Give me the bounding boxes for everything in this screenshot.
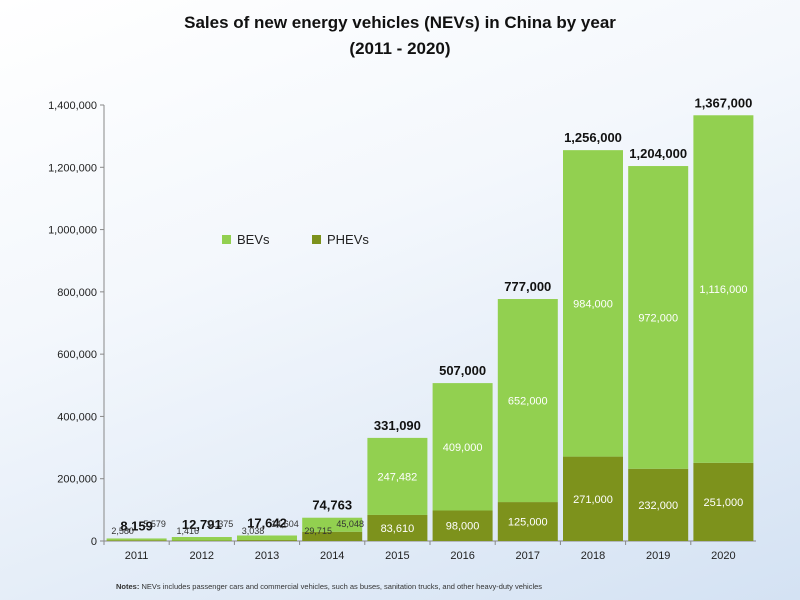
bev-value-label: 247,482 [378,471,418,483]
bar-phev [237,540,297,541]
phev-value-label: 125,000 [508,517,548,529]
total-label: 1,204,000 [629,146,687,161]
chart-title-line2: (2011 - 2020) [349,39,451,58]
y-tick-label: 800,000 [57,287,97,299]
y-tick-label: 1,000,000 [48,225,97,237]
notes-label: Notes: [116,582,140,591]
x-tick-label: 2020 [711,550,735,562]
bev-value-label: 1,116,000 [699,284,747,296]
bar-phev [693,462,754,541]
phev-value-label: 98,000 [446,521,480,533]
y-tick-label: 600,000 [57,349,97,361]
bev-value-label: 972,000 [638,312,678,324]
bar-phev [497,502,558,541]
x-tick-label: 2014 [320,550,344,562]
phev-value-label: 83,610 [381,523,415,535]
legend-swatch-phevs [312,235,321,244]
bar-phev [628,468,689,541]
total-label: 17,642 [247,516,287,531]
phev-value-label: 271,000 [573,494,613,506]
x-tick-label: 2016 [450,550,474,562]
total-label: 1,256,000 [564,130,622,145]
phev-value-label: 232,000 [638,500,678,512]
bar-phev [432,510,493,541]
bar-bev [302,517,363,532]
x-tick-label: 2011 [125,550,149,562]
bar-bev [106,538,167,541]
chart-title-line1: Sales of new energy vehicles (NEVs) in C… [184,13,616,32]
legend-swatch-bevs [222,235,231,244]
bev-value-label: 652,000 [508,396,548,408]
y-tick-label: 1,200,000 [48,162,97,174]
bev-value-label: 11,375 [206,519,233,529]
phev-value-label: 251,000 [704,497,744,509]
x-tick-label: 2017 [516,550,540,562]
legend-item-bevs: BEVs [222,232,270,247]
phev-value-label: 2,580 [111,526,134,536]
bar-bev [432,383,493,511]
bar-phev [106,540,167,541]
x-tick-label: 2012 [190,550,214,562]
bar-bev [693,115,754,463]
x-tick-label: 2018 [581,550,605,562]
notes-text: NEVs includes passenger cars and commerc… [141,582,543,591]
total-label: 777,000 [504,279,551,294]
legend-item-phevs: PHEVs [312,232,369,247]
total-label: 8,159 [120,518,153,533]
bar-bev [497,299,558,503]
total-label: 507,000 [439,363,486,378]
bev-value-label: 45,048 [336,519,364,529]
bev-value-label: 984,000 [573,298,613,310]
phev-value-label: 1,416 [177,526,200,536]
legend-label-bevs: BEVs [237,232,270,247]
y-tick-label: 400,000 [57,411,97,423]
y-tick-label: 0 [91,536,97,548]
y-tick-label: 1,400,000 [48,100,97,112]
bev-value-label: 14,604 [271,519,299,529]
chart-title: Sales of new energy vehicles (NEVs) in C… [0,10,800,62]
total-label: 12,791 [182,517,222,532]
total-label: 1,367,000 [694,95,752,110]
bar-phev [302,531,363,541]
phev-value-label: 29,715 [304,526,332,536]
total-label: 74,763 [312,498,352,513]
bev-value-label: 409,000 [443,442,483,454]
legend-label-phevs: PHEVs [327,232,369,247]
x-tick-label: 2015 [385,550,409,562]
bar-bev [628,166,689,469]
y-tick-label: 200,000 [57,474,97,486]
phev-value-label: 3,038 [242,526,265,536]
bar-bev [237,535,297,541]
bar-bev [563,150,623,457]
chart-notes: Notes: NEVs includes passenger cars and … [116,582,796,591]
x-tick-label: 2013 [255,550,279,562]
bar-phev [563,456,623,541]
total-label: 331,090 [374,418,421,433]
bar-bev [367,437,428,515]
bar-phev [367,514,428,541]
x-tick-label: 2019 [646,550,670,562]
bar-bev [171,537,232,541]
bev-value-label: 5,579 [143,519,166,529]
